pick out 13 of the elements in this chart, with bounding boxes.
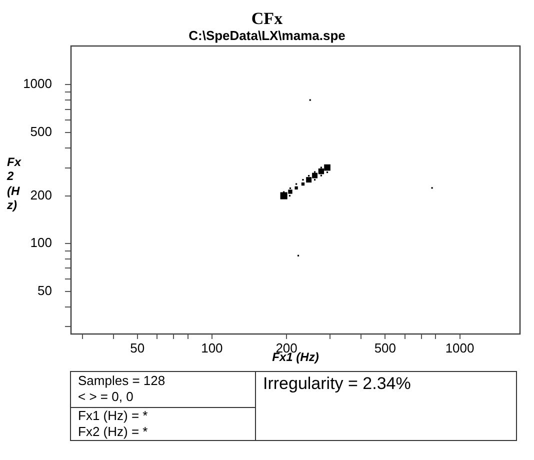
- x-tick-label: 100: [201, 340, 223, 356]
- y-axis-title: Fx2 (Hz): [7, 155, 22, 212]
- y-tick-label: 100: [30, 235, 52, 250]
- x-tick-label: 50: [130, 340, 145, 356]
- x-tick-label: 1000: [445, 340, 474, 356]
- chart-title: CFx: [250, 8, 284, 30]
- y-tick-label: 50: [38, 283, 52, 298]
- info-table: Samples = 128 < > = 0, 0 Fx1 (Hz) = * Fx2 (Hz) = * Irregularity = 2.34%: [70, 371, 517, 441]
- y-tick-label: 1000: [23, 76, 52, 92]
- y-tick-label: 200: [30, 187, 52, 202]
- x-tick-label: 500: [374, 340, 396, 356]
- chart-subtitle: C:\SpeData\LX\mama.spe: [188, 28, 346, 44]
- y-tick-label: 500: [30, 124, 52, 140]
